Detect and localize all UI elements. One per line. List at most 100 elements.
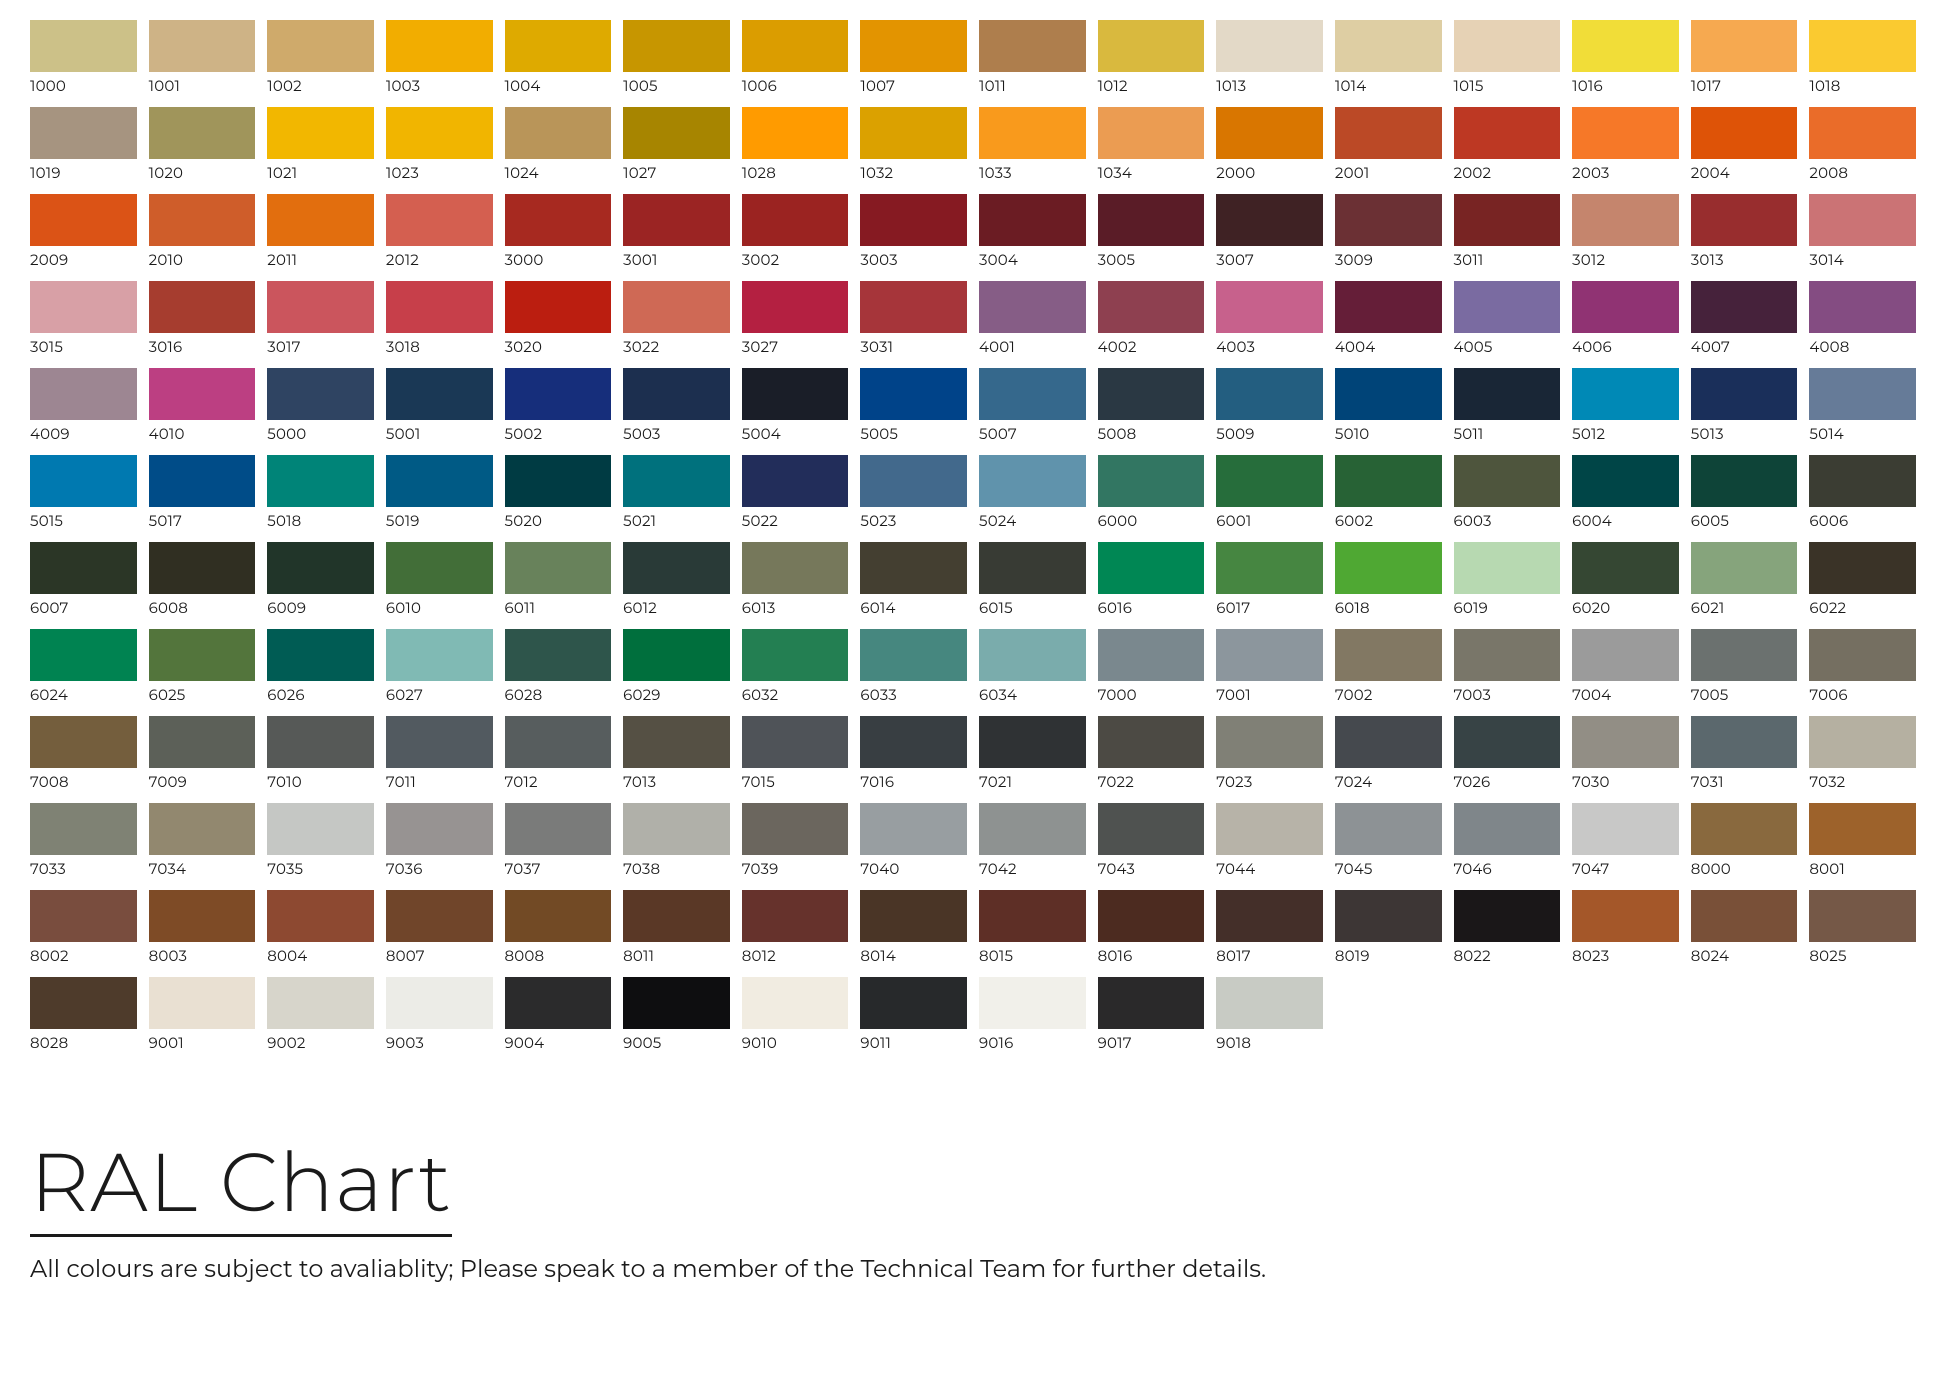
- swatch-label: 8003: [149, 946, 256, 965]
- swatch-label: 3015: [30, 337, 137, 356]
- swatch-item: 6007: [30, 542, 137, 617]
- swatch-item: 8023: [1572, 890, 1679, 965]
- color-swatch: [30, 107, 137, 159]
- color-swatch: [1216, 629, 1323, 681]
- swatch-label: 1032: [860, 163, 967, 182]
- color-swatch: [1335, 20, 1442, 72]
- color-swatch: [30, 542, 137, 594]
- color-swatch: [386, 803, 493, 855]
- swatch-item: 7008: [30, 716, 137, 791]
- swatch-label: 5001: [386, 424, 493, 443]
- swatch-label: 7016: [860, 772, 967, 791]
- swatch-item: 8012: [742, 890, 849, 965]
- swatch-label: 1007: [860, 76, 967, 95]
- color-swatch: [1098, 716, 1205, 768]
- swatch-item: 7013: [623, 716, 730, 791]
- swatch-item: 3015: [30, 281, 137, 356]
- swatch-label: 5022: [742, 511, 849, 530]
- color-swatch: [1098, 803, 1205, 855]
- swatch-label: 3022: [623, 337, 730, 356]
- color-swatch: [860, 977, 967, 1029]
- color-swatch: [623, 890, 730, 942]
- swatch-label: 5014: [1809, 424, 1916, 443]
- color-swatch: [30, 803, 137, 855]
- color-swatch: [1098, 890, 1205, 942]
- swatch-label: 4005: [1454, 337, 1561, 356]
- swatch-label: 7011: [386, 772, 493, 791]
- swatch-item: 8011: [623, 890, 730, 965]
- color-swatch: [742, 716, 849, 768]
- swatch-item: 8008: [505, 890, 612, 965]
- swatch-item: 7031: [1691, 716, 1798, 791]
- swatch-item: 6027: [386, 629, 493, 704]
- swatch-item: 7003: [1454, 629, 1561, 704]
- swatch-item: 2001: [1335, 107, 1442, 182]
- color-swatch: [386, 107, 493, 159]
- swatch-label: 5005: [860, 424, 967, 443]
- swatch-item: 3000: [505, 194, 612, 269]
- swatch-label: 5000: [267, 424, 374, 443]
- color-swatch: [1454, 281, 1561, 333]
- swatch-label: 4004: [1335, 337, 1442, 356]
- swatch-item: 7047: [1572, 803, 1679, 878]
- swatch-label: 2010: [149, 250, 256, 269]
- color-swatch: [1335, 890, 1442, 942]
- color-swatch: [149, 977, 256, 1029]
- color-swatch: [1335, 194, 1442, 246]
- swatch-item: 4008: [1809, 281, 1916, 356]
- swatch-label: 3017: [267, 337, 374, 356]
- swatch-label: 5024: [979, 511, 1086, 530]
- color-swatch: [267, 194, 374, 246]
- color-swatch: [1809, 455, 1916, 507]
- swatch-label: 8023: [1572, 946, 1679, 965]
- swatch-label: 6000: [1098, 511, 1205, 530]
- swatch-label: 9017: [1098, 1033, 1205, 1052]
- swatch-item: 7009: [149, 716, 256, 791]
- color-swatch: [1335, 803, 1442, 855]
- swatch-label: 5013: [1691, 424, 1798, 443]
- swatch-label: 7045: [1335, 859, 1442, 878]
- swatch-item: 3012: [1572, 194, 1679, 269]
- swatch-item: 5018: [267, 455, 374, 530]
- color-swatch: [1572, 890, 1679, 942]
- color-swatch: [1098, 629, 1205, 681]
- swatch-label: 5017: [149, 511, 256, 530]
- swatch-label: 4010: [149, 424, 256, 443]
- swatch-label: 1027: [623, 163, 730, 182]
- swatch-label: 8017: [1216, 946, 1323, 965]
- swatch-label: 5023: [860, 511, 967, 530]
- color-swatch: [1098, 194, 1205, 246]
- color-swatch: [1216, 455, 1323, 507]
- swatch-item: 6001: [1216, 455, 1323, 530]
- swatch-item: 9016: [979, 977, 1086, 1052]
- swatch-item: 7011: [386, 716, 493, 791]
- swatch-label: 9002: [267, 1033, 374, 1052]
- color-swatch: [1572, 194, 1679, 246]
- swatch-label: 9011: [860, 1033, 967, 1052]
- swatch-label: 6014: [860, 598, 967, 617]
- color-swatch: [1454, 368, 1561, 420]
- swatch-label: 8014: [860, 946, 967, 965]
- color-swatch: [1809, 890, 1916, 942]
- swatch-item: 8016: [1098, 890, 1205, 965]
- swatch-label: 5011: [1454, 424, 1561, 443]
- swatch-item: 7016: [860, 716, 967, 791]
- swatch-item: 7006: [1809, 629, 1916, 704]
- swatch-item: 6008: [149, 542, 256, 617]
- swatch-item: 1000: [30, 20, 137, 95]
- color-swatch: [860, 455, 967, 507]
- color-swatch: [623, 455, 730, 507]
- color-swatch: [149, 281, 256, 333]
- swatch-item: 7039: [742, 803, 849, 878]
- swatch-item: 3022: [623, 281, 730, 356]
- color-swatch: [1572, 107, 1679, 159]
- swatch-label: 6003: [1454, 511, 1561, 530]
- swatch-item: 5017: [149, 455, 256, 530]
- color-swatch: [860, 716, 967, 768]
- swatch-item: 5003: [623, 368, 730, 443]
- color-swatch: [1216, 542, 1323, 594]
- color-swatch: [505, 716, 612, 768]
- color-swatch: [30, 455, 137, 507]
- swatch-item: 7046: [1454, 803, 1561, 878]
- swatch-item: 6010: [386, 542, 493, 617]
